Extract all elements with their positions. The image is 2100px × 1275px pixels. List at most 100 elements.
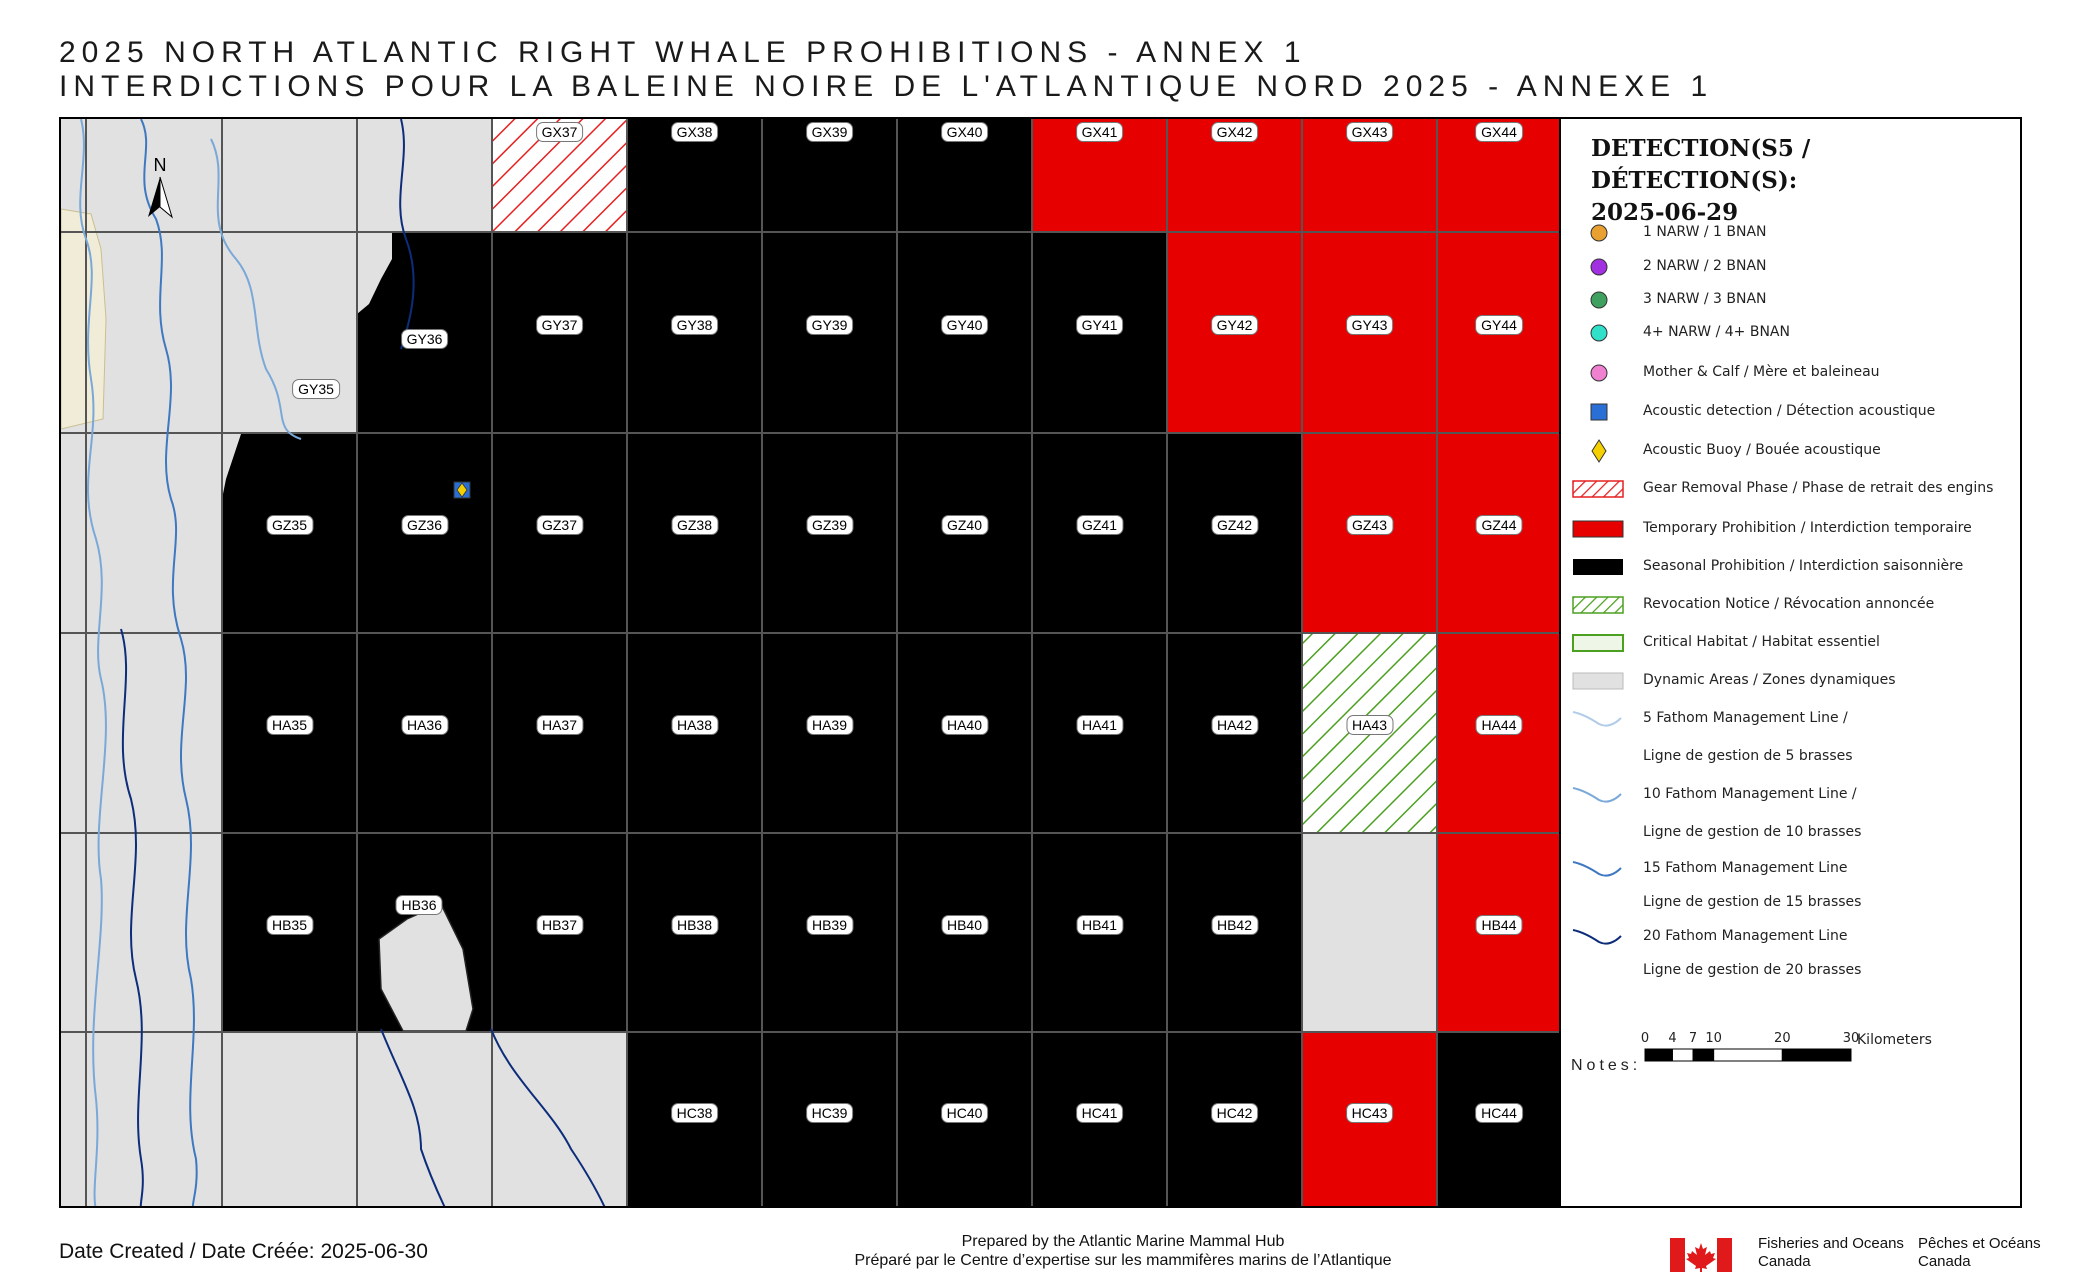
legend-symbol-hatch-red-icon	[1572, 480, 1624, 498]
legend-title: DETECTION(S5 / DÉTECTION(S): 2025-06-29	[1591, 133, 2020, 229]
cell-label-hb39: HB39	[805, 914, 854, 935]
grid-cell-hb43[interactable]	[1302, 833, 1437, 1032]
acoustic-detection-marker[interactable]	[453, 481, 471, 499]
legend-symbol-circle-icon	[1590, 291, 1608, 309]
legend-symbol-circle-icon	[1590, 224, 1608, 242]
cell-label-gy42: GY42	[1210, 314, 1259, 335]
cell-label-ha44: HA44	[1475, 715, 1523, 735]
dfo-english-line-2: Canada	[1758, 1253, 1811, 1270]
legend-symbol-circle-icon	[1590, 258, 1608, 276]
cell-label-ha35: HA35	[265, 715, 314, 735]
cell-label-hc41: HC41	[1075, 1103, 1124, 1123]
cell-label-gz37: GZ37	[535, 515, 584, 535]
cell-label-hb36: HB36	[395, 895, 443, 915]
cell-label-hb44: HB44	[1475, 914, 1523, 935]
legend-item: 4+ NARW / 4+ BNAN	[1561, 318, 2021, 348]
cell-label-gx40: GX40	[940, 122, 989, 142]
scale-segment	[1692, 1048, 1715, 1062]
canada-flag-icon	[1670, 1238, 1732, 1272]
legend-item-label: Ligne de gestion de 10 brasses	[1643, 824, 1862, 840]
legend-symbol-square-icon	[1590, 403, 1608, 421]
legend-item: 20 Fathom Management Line	[1561, 922, 2021, 952]
legend-item: Dynamic Areas / Zones dynamiques	[1561, 666, 2021, 696]
cell-label-gy39: GY39	[805, 314, 854, 335]
legend-symbol-fill-red-icon	[1572, 520, 1624, 538]
map-title-french: INTERDICTIONS POUR LA BALEINE NOIRE DE L…	[59, 70, 1714, 103]
cell-label-hb42: HB42	[1210, 914, 1259, 935]
cell-label-gy37: GY37	[535, 314, 584, 335]
legend-item-label: Seasonal Prohibition / Interdiction sais…	[1643, 558, 1964, 574]
fathom-20-line-south	[380, 1028, 446, 1206]
legend-symbol-circle-icon	[1590, 364, 1608, 382]
cell-label-gz35: GZ35	[265, 515, 314, 535]
legend-symbol-hatch-green-icon	[1572, 596, 1624, 614]
legend-item-label: 15 Fathom Management Line	[1643, 860, 1848, 876]
cell-label-gx42: GX42	[1210, 122, 1259, 142]
cell-label-ha38: HA38	[670, 715, 719, 735]
cell-label-gy38: GY38	[670, 314, 719, 335]
legend-item: Mother & Calf / Mère et baleineau	[1561, 358, 2021, 388]
legend-symbol-diamond-icon	[1591, 439, 1607, 463]
cell-label-gy36: GY36	[400, 329, 449, 349]
map-canvas	[61, 119, 1561, 1206]
prepared-by: Prepared by the Atlantic Marine Mammal H…	[763, 1232, 1483, 1270]
cell-label-gz44: GZ44	[1475, 515, 1523, 535]
cell-label-gx41: GX41	[1075, 122, 1124, 142]
date-created: Date Created / Date Créée: 2025-06-30	[59, 1240, 428, 1263]
cell-label-gz38: GZ38	[670, 515, 719, 535]
legend-item: 10 Fathom Management Line /	[1561, 780, 2021, 810]
fathom-10-line-inland	[210, 138, 302, 440]
dfo-english-wordmark: Fisheries and Oceans Canada	[1758, 1235, 1904, 1271]
cell-label-gz41: GZ41	[1075, 515, 1124, 535]
cell-label-gz40: GZ40	[940, 515, 989, 535]
fathom-lines-layer	[79, 119, 606, 1206]
cell-label-gy41: GY41	[1075, 314, 1124, 335]
cell-label-gz39: GZ39	[805, 515, 854, 535]
grid-cells-layer	[222, 119, 1561, 1206]
legend-item: Acoustic Buoy / Bouée acoustique	[1561, 436, 2021, 466]
legend-item: Ligne de gestion de 20 brasses	[1561, 956, 2021, 986]
cell-label-gy40: GY40	[940, 314, 989, 335]
scale-tick-label: 7	[1689, 1031, 1697, 1046]
legend-item-label: 1 NARW / 1 BNAN	[1643, 224, 1767, 240]
cell-label-gz43: GZ43	[1345, 515, 1394, 535]
legend-item: Ligne de gestion de 15 brasses	[1561, 888, 2021, 918]
dfo-english-line-1: Fisheries and Oceans	[1758, 1235, 1904, 1252]
legend-title-line-1: DETECTION(S5 / DÉTECTION(S):	[1591, 135, 1811, 194]
cell-label-hb40: HB40	[940, 914, 989, 935]
cell-label-hc40: HC40	[940, 1103, 989, 1123]
fathom-20-line-east	[490, 1028, 606, 1206]
cell-label-gz36: GZ36	[400, 515, 449, 535]
map-legend: DETECTION(S5 / DÉTECTION(S): 2025-06-29 …	[1559, 117, 2022, 1208]
legend-symbol-box-green-icon	[1572, 634, 1624, 652]
cell-label-gx38: GX38	[670, 122, 719, 142]
cell-label-gx44: GX44	[1475, 122, 1523, 142]
legend-item-label: Acoustic detection / Détection acoustiqu…	[1643, 403, 1936, 419]
legend-item: 2 NARW / 2 BNAN	[1561, 252, 2021, 282]
cell-label-ha42: HA42	[1210, 715, 1259, 735]
legend-item-label: Critical Habitat / Habitat essentiel	[1643, 634, 1880, 650]
legend-item: Gear Removal Phase / Phase de retrait de…	[1561, 474, 2021, 504]
legend-symbol-line-icon	[1572, 861, 1622, 877]
map-title-english: 2025 NORTH ATLANTIC RIGHT WHALE PROHIBIT…	[59, 36, 1307, 69]
cell-label-gy35: GY35	[292, 379, 340, 399]
legend-item: Ligne de gestion de 5 brasses	[1561, 742, 2021, 772]
legend-symbol-line-icon	[1572, 787, 1622, 803]
cell-label-hc44: HC44	[1475, 1103, 1523, 1123]
scale-tick-label: 30	[1843, 1031, 1860, 1046]
dfo-french-line-2: Canada	[1918, 1253, 1971, 1270]
legend-item-label: Ligne de gestion de 5 brasses	[1643, 748, 1853, 764]
legend-item: 5 Fathom Management Line /	[1561, 704, 2021, 734]
cell-label-hc39: HC39	[805, 1103, 854, 1123]
cell-label-hc43: HC43	[1345, 1103, 1394, 1123]
cell-label-gx37: GX37	[535, 122, 584, 142]
legend-item-label: Acoustic Buoy / Bouée acoustique	[1643, 442, 1881, 458]
legend-item-label: Dynamic Areas / Zones dynamiques	[1643, 672, 1896, 688]
cell-label-ha37: HA37	[535, 715, 584, 735]
scale-segment	[1781, 1048, 1852, 1062]
coastal-land-layer	[61, 208, 107, 430]
scale-tick-label: 20	[1774, 1031, 1791, 1046]
legend-symbol-circle-icon	[1590, 324, 1608, 342]
cell-label-ha43: HA43	[1345, 715, 1394, 735]
dfo-french-line-1: Pêches et Océans	[1918, 1235, 2041, 1252]
